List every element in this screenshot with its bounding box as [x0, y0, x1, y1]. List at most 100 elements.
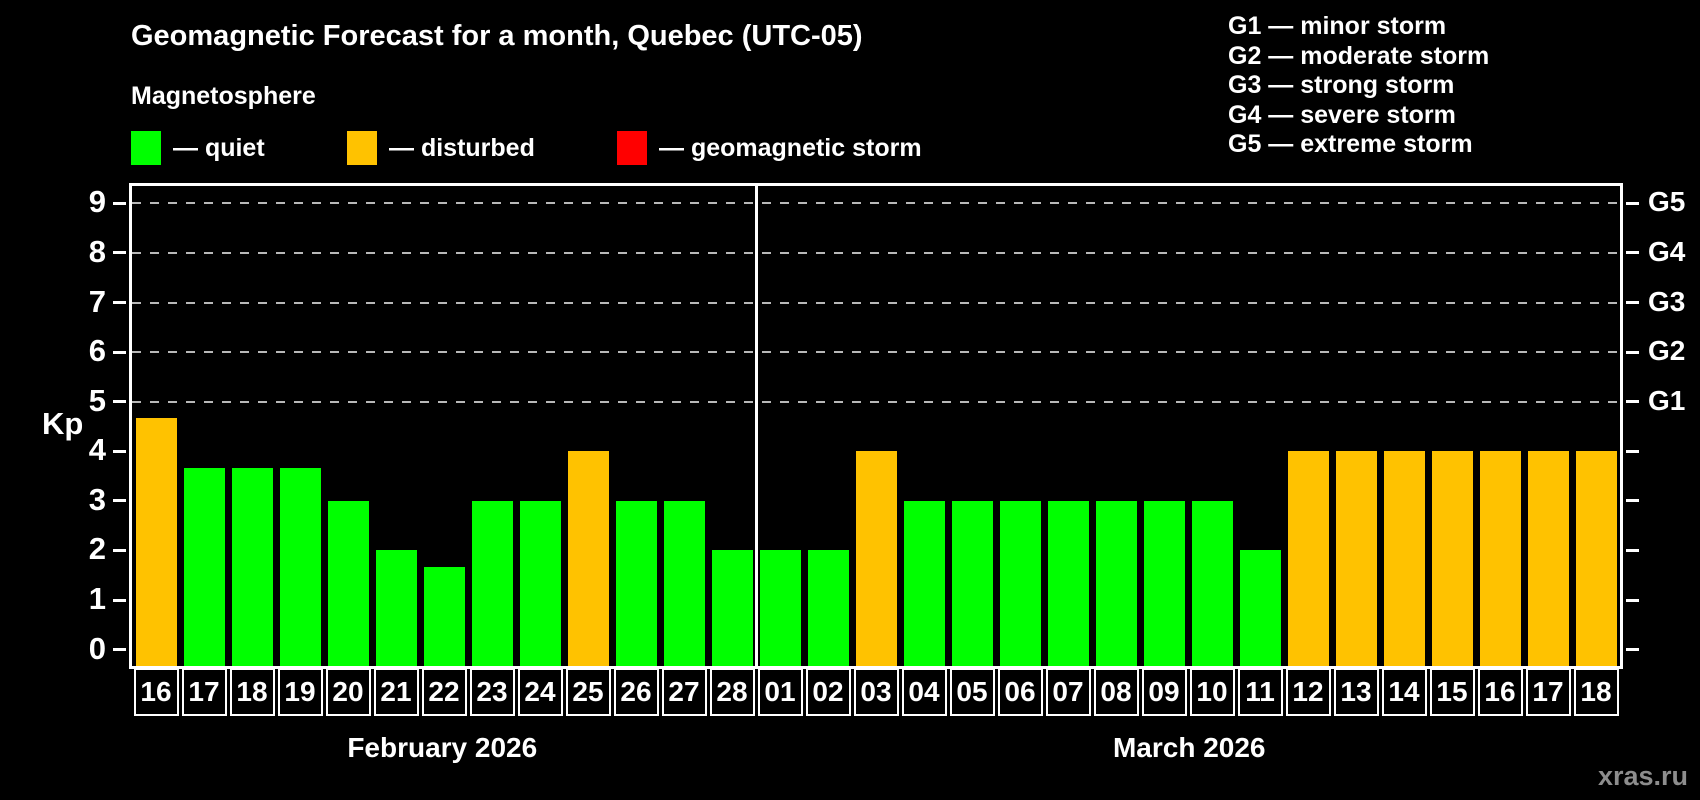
x-axis-day-slot: 13 — [1332, 668, 1380, 716]
x-axis-day-slot: 17 — [1524, 668, 1572, 716]
gridline-kp8 — [132, 251, 1620, 254]
kp-bar-day-20 — [327, 500, 369, 666]
x-axis-day-label: 20 — [325, 668, 371, 716]
x-axis-day-slot: 14 — [1380, 668, 1428, 716]
x-axis-day-label: 25 — [565, 668, 611, 716]
kp-bar-day-05 — [951, 500, 993, 666]
kp-bar-day-12 — [1287, 451, 1329, 666]
kp-bar-day-17 — [183, 467, 225, 666]
x-axis-day-label: 13 — [1333, 668, 1379, 716]
storm-scale-item-g2: G2 — moderate storm — [1228, 41, 1490, 70]
x-axis-day-label: 18 — [1573, 668, 1619, 716]
gridline-kp5 — [132, 400, 1620, 403]
disturbed-color-swatch-icon — [347, 131, 377, 165]
y-axis-tick-right — [1626, 648, 1639, 652]
x-axis-day-slot: 18 — [1572, 668, 1620, 716]
kp-bar-day-09 — [1143, 500, 1185, 666]
kp-bar-day-16 — [135, 418, 177, 666]
watermark: xras.ru — [1597, 761, 1688, 791]
quiet-color-swatch-icon — [131, 131, 161, 165]
kp-bar-day-06 — [999, 500, 1041, 666]
kp-bar-day-01 — [759, 550, 801, 666]
x-axis-day-label: 21 — [373, 668, 419, 716]
x-axis-day-label: 11 — [1237, 668, 1283, 716]
storm-scale-legend: G1 — minor storm G2 — moderate storm G3 … — [1228, 12, 1489, 160]
kp-bar-day-22 — [423, 566, 465, 666]
y-axis-tick-right — [1626, 251, 1639, 255]
x-axis-day-slot: 02 — [804, 668, 852, 716]
month-label: March 2026 — [1112, 732, 1266, 763]
x-axis-day-label: 19 — [277, 668, 323, 716]
y-axis-tick-label: 3 — [88, 481, 106, 517]
storm-color-swatch-icon — [617, 131, 647, 165]
x-axis-day-label: 24 — [517, 668, 563, 716]
chart-subtitle: Magnetosphere — [131, 82, 316, 110]
x-axis-day-label: 02 — [805, 668, 851, 716]
legend-item-quiet: — quiet — [131, 131, 265, 165]
legend-item-label: — geomagnetic storm — [659, 133, 922, 162]
x-axis-day-label: 27 — [661, 668, 707, 716]
kp-bar-day-23 — [471, 500, 513, 666]
y-axis-tick-label: 4 — [88, 432, 106, 468]
x-axis-day-slot: 20 — [324, 668, 372, 716]
y-axis-tick-left — [113, 598, 126, 602]
legend-item-label: — disturbed — [389, 133, 535, 162]
y-axis-tick-right — [1626, 598, 1639, 602]
x-axis-day-slot: 25 — [564, 668, 612, 716]
kp-axis-title: Kp — [42, 406, 84, 442]
x-axis-day-label: 17 — [1525, 668, 1571, 716]
month-labels: February 2026 March 2026 — [129, 732, 1623, 768]
x-axis-day-label: 16 — [133, 668, 179, 716]
kp-bar-day-13 — [1335, 451, 1377, 666]
y-axis-tick-left — [113, 648, 126, 652]
y-axis-tick-left — [113, 251, 126, 255]
x-axis-day-slot: 08 — [1092, 668, 1140, 716]
x-axis-day-slot: 09 — [1140, 668, 1188, 716]
x-axis-day-label: 06 — [997, 668, 1043, 716]
legend-item-disturbed: — disturbed — [347, 131, 535, 165]
x-axis-day-slot: 24 — [516, 668, 564, 716]
kp-bar-day-17 — [1527, 451, 1569, 666]
y-axis-tick-right — [1626, 350, 1639, 354]
x-axis-day-slot: 15 — [1428, 668, 1476, 716]
x-axis-day-slot: 07 — [1044, 668, 1092, 716]
kp-bar-day-11 — [1239, 550, 1281, 666]
x-axis-day-label: 04 — [901, 668, 947, 716]
kp-bar-day-04 — [903, 500, 945, 666]
x-axis-day-slot: 27 — [660, 668, 708, 716]
x-axis-day-slot: 05 — [948, 668, 996, 716]
kp-bar-day-18 — [1575, 451, 1617, 666]
plot-inner: 0 1 2 3 4 5 6 7 8 9 G1 G2 G3 G4 G5 Kp — [42, 185, 1685, 666]
kp-bar-day-02 — [807, 550, 849, 666]
x-axis-day-label: 03 — [853, 668, 899, 716]
y-axis-tick-left — [113, 301, 126, 305]
y-axis-tick-left — [113, 350, 126, 354]
y-axis-tick-left — [113, 548, 126, 552]
storm-scale-item-g4: G4 — severe storm — [1228, 100, 1456, 129]
storm-scale-item-g5: G5 — extreme storm — [1228, 130, 1473, 158]
y-axis-tick-label: 7 — [88, 283, 106, 319]
x-axis-day-slot: 21 — [372, 668, 420, 716]
storm-scale-item-g3: G3 — strong storm — [1228, 71, 1455, 99]
y-axis-tick-left — [113, 449, 126, 453]
x-axis-day-slot: 16 — [1476, 668, 1524, 716]
kp-bar-day-21 — [375, 550, 417, 666]
y-axis-tick-label: 9 — [88, 184, 106, 220]
x-axis-day-label: 26 — [613, 668, 659, 716]
kp-bar-day-28 — [711, 550, 753, 666]
x-axis-day-label: 16 — [1477, 668, 1523, 716]
plot-area: 0 1 2 3 4 5 6 7 8 9 G1 G2 G3 G4 G5 Kp — [42, 183, 1685, 669]
g-scale-label-g2: G2 — [1648, 335, 1686, 367]
x-axis-day-label: 22 — [421, 668, 467, 716]
gridline-kp7 — [132, 301, 1620, 304]
y-axis-tick-right — [1626, 201, 1639, 205]
x-axis-day-slot: 28 — [708, 668, 756, 716]
x-axis-day-slot: 12 — [1284, 668, 1332, 716]
y-axis-tick-right — [1626, 548, 1639, 552]
x-axis-day-slot: 23 — [468, 668, 516, 716]
storm-scale-item-g1: G1 — minor storm — [1228, 12, 1447, 40]
kp-bar-day-16 — [1479, 451, 1521, 666]
y-axis-tick-label: 8 — [88, 233, 106, 269]
x-axis-day-label: 14 — [1381, 668, 1427, 716]
page-title: Geomagnetic Forecast for a month, Quebec… — [131, 20, 863, 52]
